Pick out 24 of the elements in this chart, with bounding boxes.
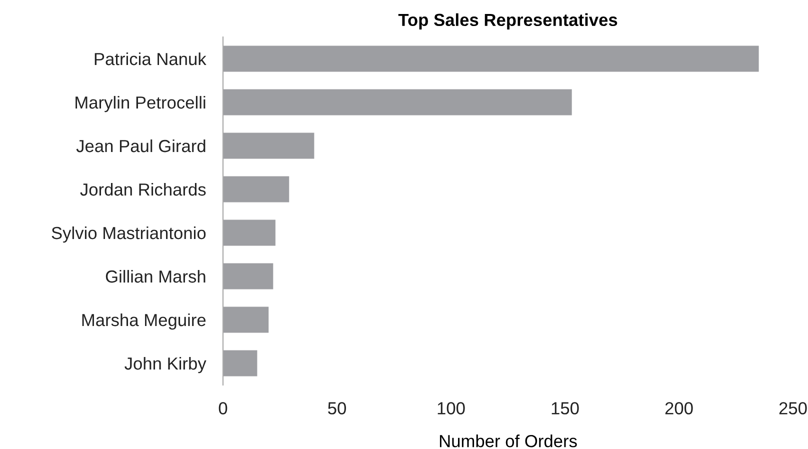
y-tick-label: Marylin Petrocelli [76,96,206,112]
bar [223,350,258,376]
x-tick-label: 200 [665,402,693,414]
y-tick-label: Jean Paul Girard [76,139,206,152]
y-tick-label: Sylvio Mastriantonio [52,226,206,243]
y-tick-label: Gillian Marsh [106,270,206,283]
x-tick-label: 250 [779,402,807,414]
y-tick-label: Jordan Richards [80,182,206,196]
x-tick-label: 100 [438,402,465,414]
bar [223,176,290,202]
bar [223,46,759,72]
x-axis-title: Number of Orders [440,434,577,448]
y-tick-label: Patricia Nanuk [94,52,206,66]
bar [223,306,269,333]
y-tick-label: Marsha Meguire [82,313,206,330]
bar [223,89,572,116]
y-tick-label: John Kirby [124,356,206,374]
chart-title: Top Sales Representatives [398,13,618,30]
x-tick-label: 0 [218,402,228,414]
bar [223,263,274,290]
bar [223,220,276,246]
x-tick-label: 50 [328,402,346,414]
x-tick-label: 150 [552,402,579,414]
bar [223,132,314,159]
